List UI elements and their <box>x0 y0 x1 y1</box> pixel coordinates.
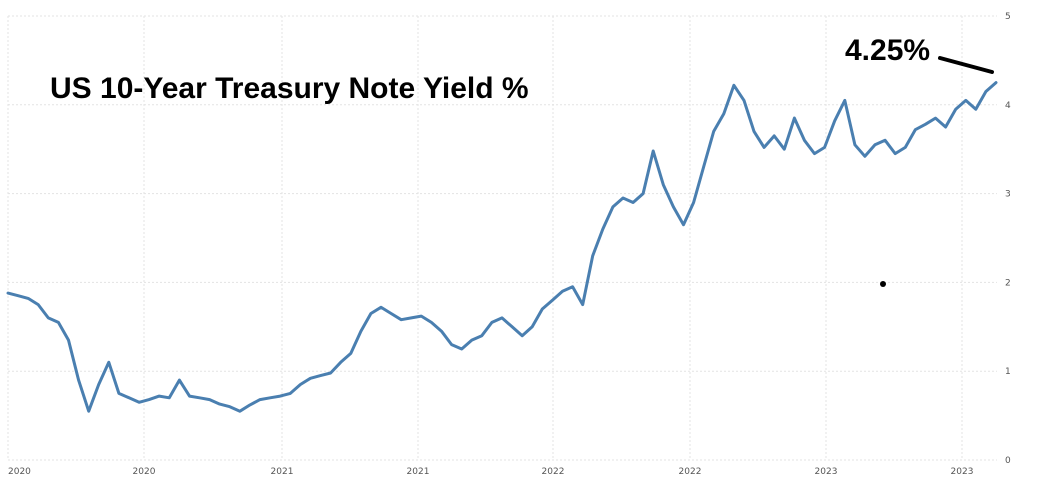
y-tick-label: 5 <box>1005 12 1011 22</box>
y-axis-tick-labels: 0 1 2 3 4 5 <box>1005 12 1011 466</box>
x-tick-label: 2023 <box>815 467 838 477</box>
x-tick-label: 2022 <box>679 467 702 477</box>
yield-series-line <box>6 81 998 413</box>
y-tick-label: 1 <box>1005 367 1011 377</box>
y-tick-label: 0 <box>1005 456 1011 466</box>
annotation-pointer-line <box>938 56 994 74</box>
x-tick-label: 2020 <box>8 467 31 477</box>
x-tick-label: 2021 <box>407 467 430 477</box>
x-tick-label: 2022 <box>542 467 565 477</box>
x-tick-label: 2023 <box>951 467 974 477</box>
y-tick-label: 4 <box>1005 101 1011 111</box>
x-tick-label: 2021 <box>271 467 294 477</box>
x-tick-label: 2020 <box>133 467 156 477</box>
y-tick-label: 3 <box>1005 190 1011 200</box>
last-value-annotation: 4.25% <box>845 34 930 67</box>
chart-title: US 10-Year Treasury Note Yield % <box>50 72 529 105</box>
y-tick-label: 2 <box>1005 278 1011 288</box>
x-axis-tick-labels: 2020 2020 2021 2021 2022 2022 2023 2023 <box>8 467 973 477</box>
stray-dot-marker <box>880 281 886 287</box>
grid-lines <box>7 15 997 461</box>
